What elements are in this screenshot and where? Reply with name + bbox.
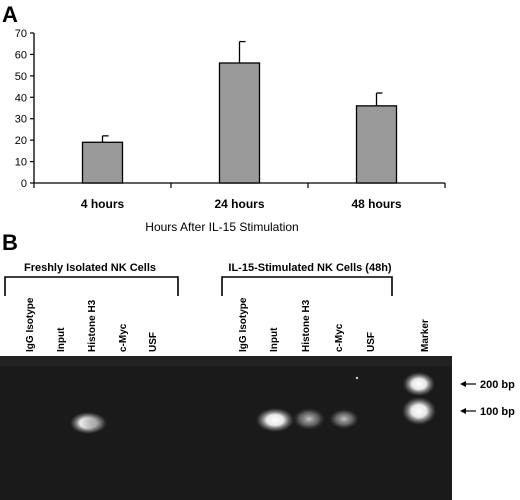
bracket-stimulated [221, 276, 393, 296]
gel-band [256, 408, 294, 432]
y-tick-label: 40 [15, 92, 27, 104]
bar-chart: 0 10 20 30 40 50 60 70 4 hours 24 hours 48 hours [15, 28, 446, 211]
group-title-stimulated: IL-15-Stimulated NK Cells (48h) [228, 262, 392, 274]
lane-label: Input [269, 327, 280, 352]
gel-band [81, 414, 109, 432]
gel-band [329, 409, 359, 429]
lane-label: c-Myc [334, 323, 345, 352]
x-tick-label: 4 hours [81, 197, 125, 211]
panel-b-label: B [2, 230, 18, 255]
x-tick-label: 24 hours [214, 197, 264, 211]
gel-speck [355, 376, 359, 380]
x-tick-label: 48 hours [351, 197, 401, 211]
bar [218, 62, 261, 184]
panel-a-label: A [2, 2, 18, 27]
y-tick-label: 30 [15, 114, 27, 126]
lane-label: IgG Isotype [25, 297, 36, 352]
bracket-fresh [4, 276, 179, 296]
lane-label: Input [56, 327, 67, 352]
x-axis-title: Hours After IL-15 Stimulation [145, 220, 298, 234]
gel-wells [0, 356, 452, 366]
size-label-200bp: 200 bp [480, 379, 515, 391]
y-tick-label: 50 [15, 71, 27, 83]
marker-band-100 [402, 397, 436, 425]
marker-band-200 [403, 372, 435, 396]
gel-band [293, 408, 325, 430]
gel-image [0, 356, 452, 500]
y-tick-label: 0 [21, 178, 27, 190]
bar [81, 141, 124, 184]
gel-background [0, 356, 452, 500]
group-title-fresh: Freshly Isolated NK Cells [24, 262, 156, 274]
lane-label: Histone H3 [87, 299, 98, 352]
y-tick-label: 60 [15, 49, 27, 61]
arrowhead-200bp [460, 381, 466, 387]
size-markers: 200 bp 100 bp [460, 379, 515, 418]
lane-label: USF [366, 332, 377, 352]
lane-label: IgG Isotype [238, 297, 249, 352]
lane-labels: IgG Isotype Input Histone H3 c-Myc USF I… [25, 297, 431, 352]
lane-label: USF [148, 332, 159, 352]
lane-label: c-Myc [118, 323, 129, 352]
y-tick-label: 70 [15, 28, 27, 40]
size-label-100bp: 100 bp [480, 406, 515, 418]
y-tick-label: 10 [15, 157, 27, 169]
bar [355, 105, 398, 184]
arrowhead-100bp [460, 408, 466, 414]
lane-label-marker: Marker [420, 319, 431, 352]
lane-label: Histone H3 [301, 299, 312, 352]
y-tick-label: 20 [15, 135, 27, 147]
